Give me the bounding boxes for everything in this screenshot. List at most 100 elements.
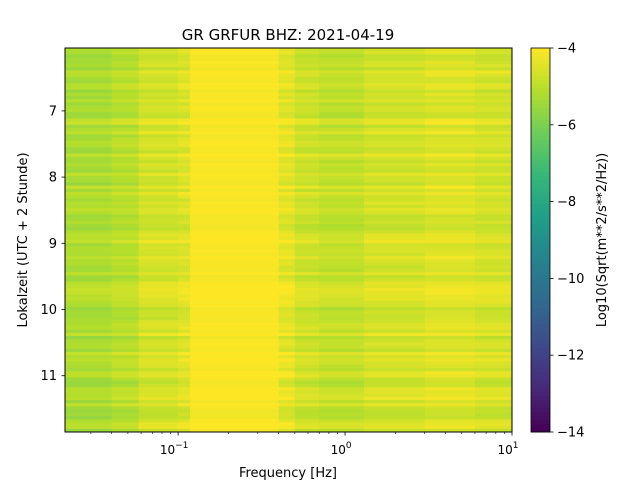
heatmap-cell bbox=[190, 105, 280, 110]
heatmap-cell bbox=[424, 422, 476, 426]
heatmap-cell bbox=[364, 352, 426, 356]
heatmap-cell bbox=[319, 428, 365, 433]
heatmap-cell bbox=[278, 76, 296, 81]
heatmap-cell bbox=[178, 182, 191, 186]
heatmap-cell bbox=[138, 169, 179, 174]
heatmap-cell bbox=[178, 316, 191, 321]
heatmap-cell bbox=[111, 339, 140, 343]
heatmap-cell bbox=[178, 195, 191, 199]
heatmap-cell bbox=[178, 51, 191, 55]
heatmap-cell bbox=[278, 217, 296, 222]
heatmap-cell bbox=[424, 160, 476, 164]
heatmap-cell bbox=[294, 275, 320, 279]
heatmap-cell bbox=[65, 131, 113, 135]
heatmap-cell bbox=[138, 265, 179, 270]
heatmap-cell bbox=[190, 348, 280, 353]
heatmap-cell bbox=[474, 419, 513, 423]
heatmap-cell bbox=[111, 380, 140, 385]
heatmap-cell bbox=[111, 195, 140, 199]
heatmap-cell bbox=[319, 220, 365, 225]
heatmap-cell bbox=[138, 128, 179, 132]
heatmap-cell bbox=[138, 185, 179, 190]
heatmap-cell bbox=[138, 403, 179, 407]
heatmap-cell bbox=[294, 336, 320, 340]
heatmap-cell bbox=[424, 326, 476, 330]
heatmap-cell bbox=[138, 288, 179, 292]
x-tick-label: 10−1 bbox=[160, 441, 189, 457]
heatmap-cell bbox=[178, 179, 191, 183]
heatmap-cell bbox=[424, 54, 476, 58]
heatmap-cell bbox=[190, 300, 280, 305]
frequency-band-8 bbox=[364, 48, 426, 433]
heatmap-cell bbox=[364, 275, 426, 279]
colorbar-segment bbox=[531, 72, 550, 77]
heatmap-cell bbox=[111, 73, 140, 78]
heatmap-cell bbox=[319, 361, 365, 366]
heatmap-cell bbox=[364, 387, 426, 391]
heatmap-cell bbox=[190, 272, 280, 276]
heatmap-cell bbox=[65, 422, 113, 426]
heatmap-cell bbox=[178, 400, 191, 404]
heatmap-cell bbox=[278, 80, 296, 84]
heatmap-cell bbox=[364, 329, 426, 334]
heatmap-cell bbox=[294, 387, 320, 391]
heatmap-cell bbox=[319, 252, 365, 257]
heatmap-cell bbox=[294, 147, 320, 151]
colorbar-tick-label: −14 bbox=[557, 426, 584, 441]
y-axis-ticks: 7 8 9 10 11 bbox=[40, 104, 65, 384]
heatmap-cell bbox=[474, 380, 513, 385]
heatmap-cell bbox=[364, 316, 426, 321]
heatmap-cell bbox=[474, 86, 513, 90]
heatmap-cell bbox=[190, 240, 280, 244]
heatmap-cell bbox=[111, 137, 140, 142]
heatmap-cell bbox=[278, 361, 296, 366]
heatmap-cell bbox=[424, 172, 476, 177]
colorbar-segment bbox=[531, 268, 550, 273]
heatmap-cell bbox=[364, 195, 426, 199]
heatmap-cell bbox=[294, 92, 320, 97]
heatmap-cell bbox=[111, 307, 140, 311]
heatmap-cell bbox=[424, 329, 476, 334]
heatmap-cell bbox=[424, 310, 476, 314]
heatmap-cell bbox=[178, 390, 191, 394]
heatmap-cell bbox=[424, 240, 476, 244]
heatmap-cell bbox=[138, 268, 179, 273]
heatmap-cell bbox=[65, 188, 113, 193]
heatmap-cell bbox=[138, 131, 179, 135]
heatmap-cell bbox=[364, 326, 426, 330]
heatmap-cell bbox=[111, 281, 140, 286]
heatmap-cell bbox=[65, 384, 113, 388]
heatmap-cell bbox=[474, 89, 513, 94]
colorbar-segment bbox=[531, 136, 550, 141]
heatmap-cell bbox=[474, 227, 513, 231]
heatmap-cell bbox=[474, 428, 513, 433]
heatmap-cell bbox=[364, 70, 426, 74]
heatmap-cell bbox=[65, 112, 113, 116]
heatmap-cell bbox=[65, 329, 113, 334]
heatmap-cell bbox=[278, 380, 296, 385]
heatmap-cell bbox=[424, 137, 476, 142]
heatmap-cell bbox=[190, 249, 280, 254]
heatmap-cell bbox=[278, 137, 296, 142]
heatmap-cell bbox=[474, 112, 513, 116]
colorbar-segment bbox=[531, 224, 550, 229]
heatmap-cell bbox=[278, 118, 296, 122]
heatmap-cell bbox=[65, 121, 113, 126]
heatmap-cell bbox=[178, 153, 191, 158]
heatmap-cell bbox=[278, 99, 296, 103]
colorbar-segment bbox=[531, 184, 550, 189]
heatmap-cell bbox=[278, 310, 296, 314]
heatmap-cell bbox=[111, 211, 140, 215]
heatmap-cell bbox=[65, 140, 113, 145]
heatmap-cell bbox=[278, 313, 296, 318]
heatmap-cell bbox=[474, 134, 513, 138]
heatmap-cell bbox=[65, 230, 113, 234]
heatmap-cell bbox=[364, 105, 426, 110]
heatmap-cell bbox=[190, 352, 280, 356]
heatmap-cell bbox=[294, 284, 320, 289]
heatmap-cell bbox=[364, 403, 426, 407]
heatmap-cell bbox=[190, 288, 280, 292]
heatmap-cell bbox=[474, 259, 513, 263]
heatmap-cell bbox=[111, 249, 140, 254]
heatmap-cell bbox=[364, 140, 426, 145]
